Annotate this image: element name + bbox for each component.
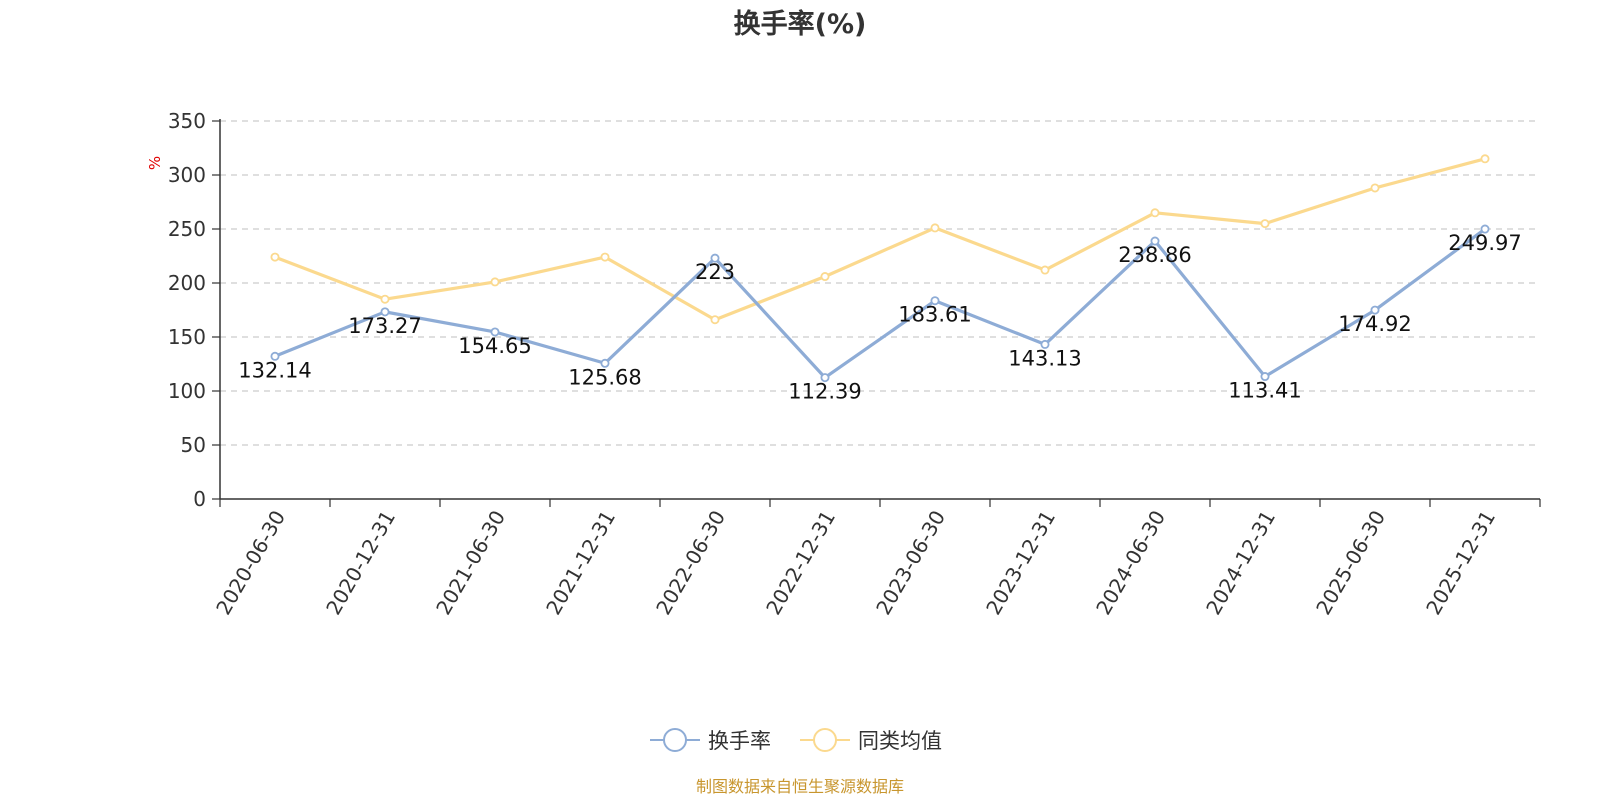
x-tick-label: 2020-12-31 — [321, 506, 400, 619]
data-point — [1480, 154, 1490, 164]
chart-title: 换手率(%) — [734, 8, 867, 40]
y-tick-label: 300 — [168, 163, 206, 187]
data-label: 143.13 — [1008, 346, 1081, 370]
data-point — [270, 351, 280, 361]
data-label: 125.68 — [568, 365, 641, 389]
data-label: 174.92 — [1338, 312, 1411, 336]
x-tick-label: 2024-12-31 — [1201, 506, 1280, 619]
data-label: 173.27 — [348, 314, 421, 338]
y-tick-label: 250 — [168, 217, 206, 241]
data-label: 249.97 — [1448, 231, 1521, 255]
data-point — [1260, 219, 1270, 229]
x-tick-label: 2021-12-31 — [541, 506, 620, 619]
data-point — [820, 272, 830, 282]
data-source-note: 制图数据来自恒生聚源数据库 — [696, 777, 904, 796]
x-tick-label: 2022-06-30 — [651, 506, 730, 619]
data-point — [710, 315, 720, 325]
data-label: 154.65 — [458, 334, 531, 358]
data-point — [380, 294, 390, 304]
legend-label: 换手率 — [708, 729, 771, 753]
data-point — [270, 252, 280, 262]
data-point — [1480, 224, 1490, 234]
data-label: 113.41 — [1228, 379, 1301, 403]
x-tick-label: 2023-12-31 — [981, 506, 1060, 619]
data-point — [490, 277, 500, 287]
axes — [219, 119, 1540, 500]
legend-label: 同类均值 — [858, 729, 942, 753]
data-point — [490, 327, 500, 337]
x-axis-ticks: 2020-06-30 2020-12-31 2021-06-30 2021-12-31… — [211, 499, 1541, 619]
legend-item-2[interactable]: 同类均值 — [800, 728, 942, 753]
y-tick-label: 150 — [168, 325, 206, 349]
y-tick-label: 350 — [168, 109, 206, 133]
data-point — [1370, 183, 1380, 193]
x-tick-label: 2025-06-30 — [1311, 506, 1390, 619]
data-point — [1150, 236, 1160, 246]
y-tick-label: 50 — [181, 433, 206, 457]
data-label: 183.61 — [898, 303, 971, 327]
legend-item-1[interactable]: 换手率 — [650, 728, 771, 753]
data-point — [1260, 372, 1270, 382]
x-tick-label: 2022-12-31 — [761, 506, 840, 619]
y-tick-label: 0 — [193, 487, 206, 511]
data-point — [1150, 208, 1160, 218]
y-axis-ticks: 0 50 100 150 200 250 300 350 — [168, 109, 220, 511]
data-point — [820, 373, 830, 383]
data-label: 238.86 — [1118, 243, 1191, 267]
legend[interactable]: 换手率 同类均值 — [650, 728, 942, 753]
data-point — [380, 307, 390, 317]
series-lines — [270, 154, 1490, 383]
data-point — [710, 253, 720, 263]
data-labels: 132.14 173.27 154.65 125.68 223 112.39 183.61 1… — [238, 231, 1521, 404]
data-point — [600, 252, 610, 262]
x-tick-label: 2024-06-30 — [1091, 506, 1170, 619]
data-point — [930, 296, 940, 306]
data-point — [1040, 339, 1050, 349]
data-point — [600, 358, 610, 368]
data-label: 223 — [695, 260, 735, 284]
data-point — [1040, 265, 1050, 275]
data-point — [1370, 305, 1380, 315]
y-axis-unit-label: % — [146, 156, 164, 170]
data-label: 112.39 — [788, 380, 861, 404]
legend-marker-icon — [813, 728, 837, 752]
series-line-2 — [274, 157, 1486, 322]
y-tick-label: 200 — [168, 271, 206, 295]
legend-marker-icon — [663, 728, 687, 752]
x-tick-label: 2020-06-30 — [211, 506, 290, 619]
data-point — [930, 223, 940, 233]
grid-lines — [220, 120, 1540, 446]
y-tick-label: 100 — [168, 379, 206, 403]
x-tick-label: 2021-06-30 — [431, 506, 510, 619]
data-label: 132.14 — [238, 358, 311, 382]
x-tick-label: 2023-06-30 — [871, 506, 950, 619]
series-line-1 — [274, 227, 1486, 380]
x-tick-label: 2025-12-31 — [1421, 506, 1500, 619]
